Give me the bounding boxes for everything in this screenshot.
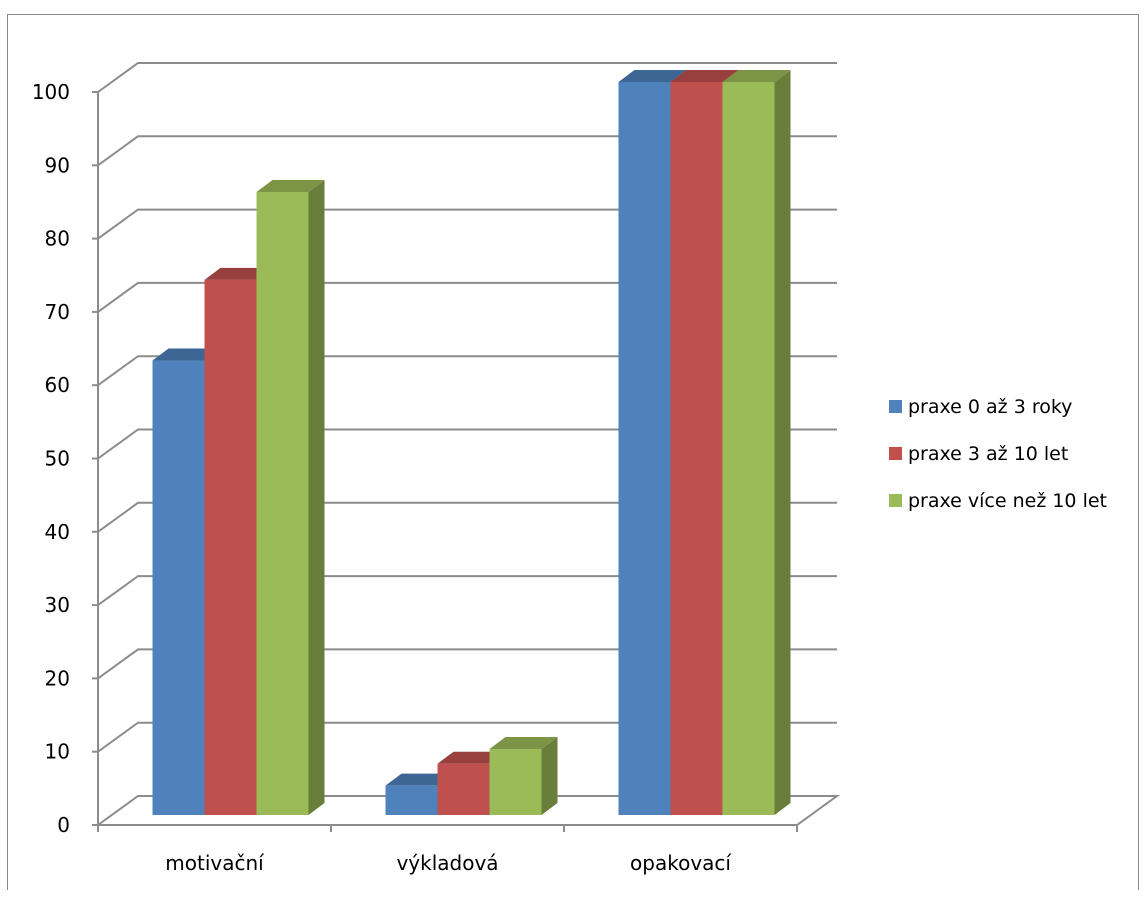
- y-tick-label: 80: [45, 227, 70, 251]
- gridline: [97, 135, 837, 167]
- bar: [722, 82, 775, 815]
- legend: praxe 0 až 3 roky praxe 3 až 10 let praxe …: [889, 396, 1107, 512]
- gridline: [97, 281, 837, 313]
- y-tick-label: 50: [45, 447, 70, 471]
- gridline: [97, 501, 837, 533]
- gridline: [97, 355, 837, 387]
- x-tick-label: opakovací: [630, 851, 732, 875]
- gridline: [97, 62, 837, 93]
- bar: [618, 82, 671, 815]
- y-tick-label: 0: [57, 813, 70, 837]
- bar-side: [308, 179, 325, 815]
- y-tick-label: 20: [45, 666, 70, 690]
- y-tick-label: 100: [32, 80, 70, 104]
- gridline: [97, 575, 837, 606]
- bar-side: [541, 737, 558, 815]
- legend-label: praxe 0 až 3 roky: [908, 396, 1072, 418]
- bar: [670, 82, 723, 815]
- bar-side: [774, 70, 791, 815]
- bar-top: [489, 737, 558, 750]
- bar: [204, 279, 257, 815]
- bar-top: [722, 70, 791, 82]
- bars: [152, 70, 791, 815]
- bar-top: [670, 70, 739, 82]
- gridline: [97, 428, 837, 460]
- bar: [437, 763, 490, 815]
- bar: [385, 785, 438, 815]
- y-tick-label: 30: [45, 593, 70, 617]
- gridlines: [97, 62, 837, 753]
- bar: [489, 749, 542, 815]
- y-tick-label: 90: [45, 153, 70, 177]
- bar-top: [152, 348, 221, 361]
- gridline: [97, 721, 837, 753]
- bar-top: [385, 773, 454, 786]
- bar-top: [256, 179, 325, 192]
- gridline: [97, 208, 837, 240]
- bar-top: [437, 751, 506, 764]
- y-axis-ticks: 0 10 20 30 40 50 60 70 80 90 100: [32, 80, 98, 837]
- x-axis: motivační výkladová opakovací: [97, 825, 798, 875]
- y-tick-label: 60: [45, 373, 70, 397]
- x-tick-label: motivační: [165, 851, 265, 875]
- y-tick-label: 70: [45, 300, 70, 324]
- legend-label: praxe 3 až 10 let: [908, 443, 1068, 465]
- bar: [152, 360, 205, 815]
- x-tick-label: výkladová: [396, 851, 498, 875]
- bar-top: [204, 267, 273, 280]
- bar-top: [618, 70, 687, 82]
- chart-frame: [7, 14, 1139, 890]
- y-tick-label: 10: [45, 740, 70, 764]
- bar: [256, 191, 309, 815]
- gridline: [97, 648, 837, 680]
- legend-label: praxe více než 10 let: [908, 490, 1107, 512]
- legend-swatch: [889, 447, 902, 460]
- y-tick-label: 40: [45, 520, 70, 544]
- legend-swatch: [889, 494, 902, 507]
- legend-swatch: [889, 400, 902, 413]
